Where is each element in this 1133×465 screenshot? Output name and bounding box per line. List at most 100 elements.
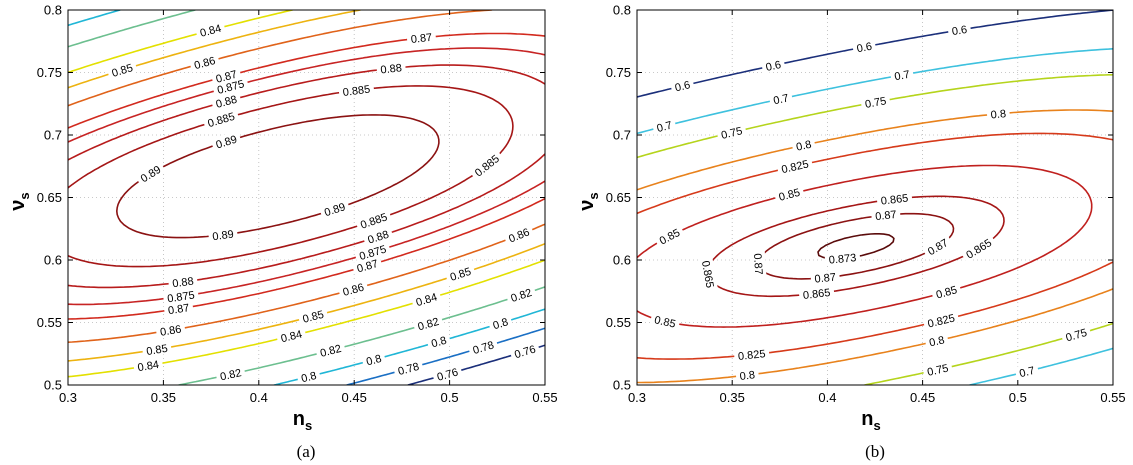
contour-label: 0.82 (412, 312, 444, 334)
contour-label-text: 0.7 (894, 69, 911, 83)
contour-label: 0.885 (468, 149, 505, 182)
x-tick-label: 0.55 (1100, 390, 1125, 405)
contour-label: 0.75 (715, 122, 747, 142)
contour-label: 0.7 (651, 116, 677, 135)
contour-line-0.865 (707, 195, 1005, 298)
contour-label-text: 0.86 (159, 324, 182, 339)
contour-label: 0.87 (751, 249, 767, 279)
contour-label-text: 0.89 (212, 229, 235, 244)
contour-label: 0.75 (860, 92, 891, 111)
contour-label-text: 0.7 (656, 120, 674, 135)
contour-label-bg (921, 233, 954, 260)
contour-label-bg (715, 122, 747, 142)
contour-label-text: 0.87 (814, 272, 836, 286)
contour-label-bg (134, 160, 166, 187)
contour-label: 0.8 (296, 367, 322, 385)
y-tick-label: 0.7 (613, 128, 631, 143)
contour-label-bg (210, 90, 242, 111)
contour-label: 0.86 (188, 52, 221, 73)
contour-label-bg (860, 92, 891, 111)
contour-label-text: 0.75 (1065, 327, 1089, 344)
contour-label: 0.85 (773, 183, 805, 204)
contour-label: 0.87 (921, 233, 954, 260)
contour-label-text: 0.8 (990, 108, 1006, 121)
contour-label-bg (188, 52, 221, 73)
contour-label-text: 0.89 (215, 134, 239, 152)
contour-label: 0.8 (426, 331, 452, 351)
contour-label-bg (314, 339, 347, 360)
contour-label-text: 0.87 (875, 209, 898, 223)
contour-label-text: 0.885 (342, 84, 371, 99)
y-tick-label: 0.5 (613, 378, 631, 393)
contour-label-bg (412, 312, 444, 334)
contour-label-bg (651, 116, 677, 135)
contour-label: 0.84 (410, 288, 442, 310)
contour-label: 0.825 (733, 345, 770, 363)
contour-line-0.6 (637, 10, 1113, 98)
contour-label-text: 0.76 (436, 366, 460, 383)
y-tick-label: 0.5 (44, 378, 62, 393)
contour-label-text: 0.865 (880, 193, 909, 208)
contour-label: 0.87 (163, 299, 194, 317)
contour-label-text: 0.76 (513, 344, 537, 362)
contour-label-text: 0.6 (765, 59, 782, 74)
contour-line-0.85 (68, 10, 545, 362)
contour-label-bg (215, 364, 246, 384)
contour-label-text: 0.87 (751, 253, 764, 275)
x-tick-label: 0.5 (1009, 390, 1027, 405)
contour-label: 0.7 (1014, 362, 1040, 380)
contour-label-bg (360, 349, 387, 369)
contour-label: 0.87 (870, 206, 901, 223)
contour-label-bg (699, 255, 719, 293)
contour-label-bg (947, 21, 972, 38)
contour-label-bg (653, 223, 686, 249)
contour-label: 0.85 (141, 340, 173, 358)
contour-label-text: 0.75 (926, 363, 950, 379)
y-axis-label: νs (7, 192, 32, 210)
contour-label-text: 0.86 (342, 282, 366, 299)
contour-label: 0.86 (155, 320, 186, 339)
contour-plot-a: 0.890.890.890.890.8850.8850.8850.8850.88… (7, 3, 558, 462)
contour-label-text: 0.75 (720, 125, 744, 142)
y-tick-label: 0.6 (613, 253, 631, 268)
contour-label: 0.87 (351, 254, 383, 276)
contour-label-bg (851, 38, 877, 56)
contour-label-bg (297, 305, 329, 326)
x-tick-label: 0.45 (910, 390, 935, 405)
contour-label-text: 0.6 (951, 24, 968, 38)
contour-label-bg (444, 262, 476, 285)
contour-label-bg (202, 107, 240, 131)
contour-label-text: 0.6 (674, 79, 692, 94)
contour-label-text: 0.885 (206, 111, 236, 130)
contour-label-text: 0.8 (795, 139, 812, 154)
contour-label-text: 0.8 (365, 353, 383, 369)
contour-label: 0.885 (202, 107, 240, 131)
contour-label-text: 0.8 (492, 316, 510, 332)
contour-label-text: 0.86 (507, 226, 531, 245)
contour-label-bg (354, 208, 393, 233)
panel-caption: (b) (865, 442, 885, 461)
contour-label: 0.85 (930, 281, 962, 302)
contour-label-text: 0.7 (772, 92, 790, 107)
contour-label-bg (876, 190, 913, 208)
contour-label-text: 0.85 (449, 266, 473, 284)
contour-label-text: 0.85 (778, 187, 802, 204)
y-tick-label: 0.75 (37, 65, 62, 80)
contour-label: 0.8 (735, 366, 760, 383)
contour-label-text: 0.87 (167, 302, 190, 317)
x-axis-label: ns (861, 408, 880, 433)
contour-label-bg (760, 56, 786, 74)
contour-label-bg (870, 206, 901, 223)
contour-label-text: 0.82 (319, 343, 343, 360)
contour-label: 0.82 (314, 339, 347, 360)
contour-label-text: 0.6 (856, 41, 873, 56)
contour-label-text: 0.85 (301, 309, 325, 326)
contour-labels: 0.890.890.890.890.8850.8850.8850.8850.88… (106, 19, 541, 385)
x-tick-label: 0.45 (342, 390, 367, 405)
contour-label: 0.87 (210, 65, 242, 86)
contour-label-text: 0.78 (472, 339, 496, 357)
contour-label-text: 0.87 (356, 258, 380, 275)
contour-label: 0.89 (207, 226, 239, 244)
contour-label-text: 0.8 (300, 370, 318, 385)
